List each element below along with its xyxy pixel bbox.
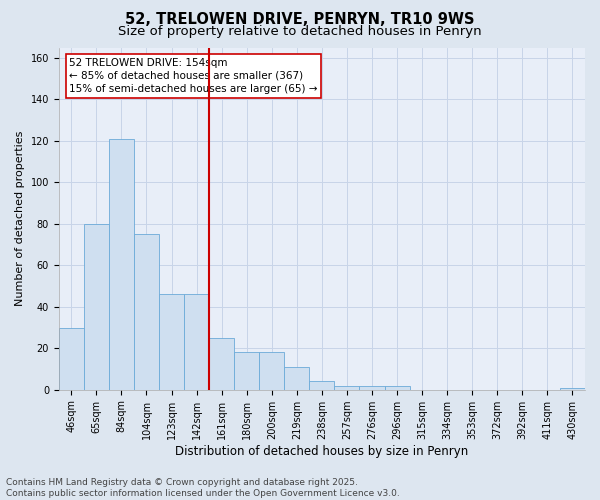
X-axis label: Distribution of detached houses by size in Penryn: Distribution of detached houses by size …	[175, 444, 469, 458]
Bar	[234, 352, 259, 390]
Bar	[184, 294, 209, 390]
Bar	[334, 386, 359, 390]
Bar	[109, 139, 134, 390]
Text: Contains HM Land Registry data © Crown copyright and database right 2025.
Contai: Contains HM Land Registry data © Crown c…	[6, 478, 400, 498]
Bar	[59, 328, 84, 390]
Bar	[84, 224, 109, 390]
Bar	[259, 352, 284, 390]
Y-axis label: Number of detached properties: Number of detached properties	[15, 131, 25, 306]
Bar	[134, 234, 159, 390]
Text: 52, TRELOWEN DRIVE, PENRYN, TR10 9WS: 52, TRELOWEN DRIVE, PENRYN, TR10 9WS	[125, 12, 475, 28]
Bar	[209, 338, 234, 390]
Bar	[284, 367, 310, 390]
Text: 52 TRELOWEN DRIVE: 154sqm
← 85% of detached houses are smaller (367)
15% of semi: 52 TRELOWEN DRIVE: 154sqm ← 85% of detac…	[70, 58, 318, 94]
Bar	[159, 294, 184, 390]
Bar	[385, 386, 410, 390]
Text: Size of property relative to detached houses in Penryn: Size of property relative to detached ho…	[118, 25, 482, 38]
Bar	[310, 382, 334, 390]
Bar	[560, 388, 585, 390]
Bar	[359, 386, 385, 390]
